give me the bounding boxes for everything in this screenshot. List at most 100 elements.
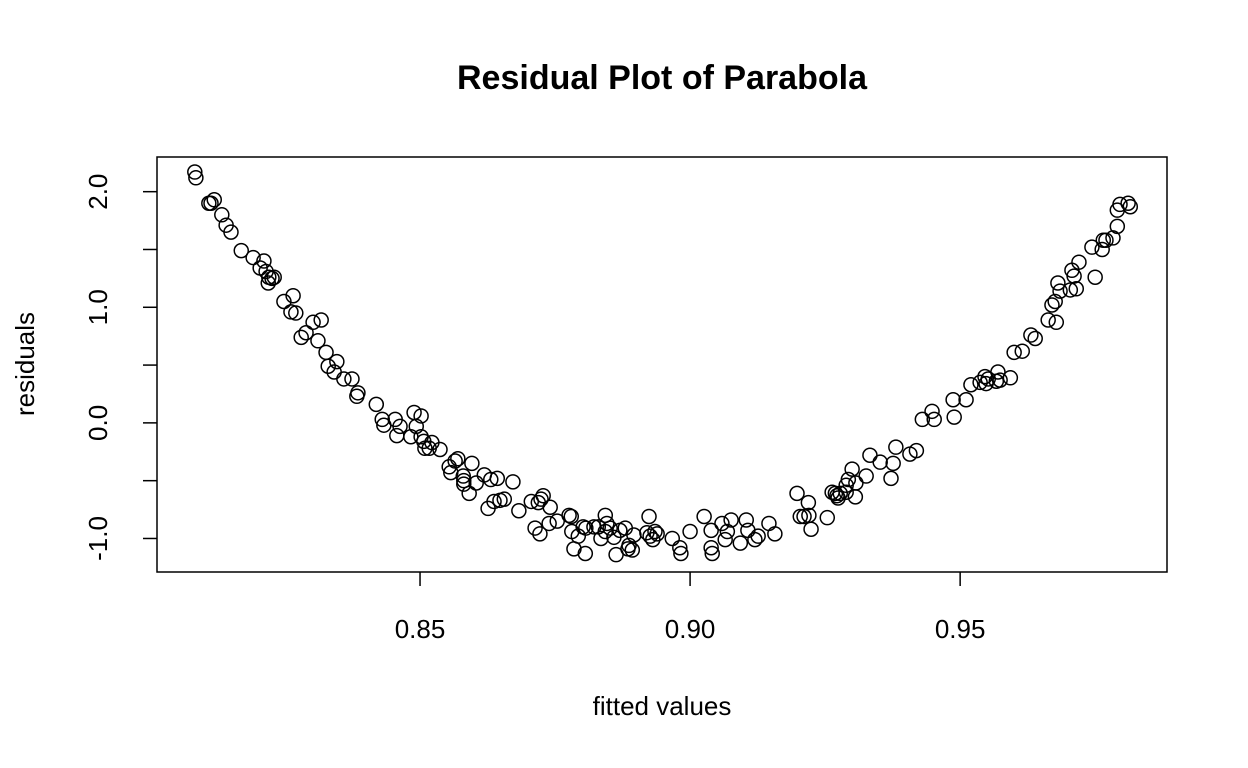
point [486,493,502,510]
point [441,459,457,475]
point [1068,281,1085,297]
point [696,508,712,525]
x-tick-label: 0.90 [665,614,716,644]
y-tick-label: 2.0 [83,174,113,210]
point [532,526,548,542]
point [1014,343,1031,359]
point [914,411,931,428]
point [1047,293,1063,310]
point [1002,370,1019,386]
point [432,441,448,458]
point [389,427,405,444]
point [455,468,471,484]
point [298,324,314,341]
point [844,461,860,477]
point [1050,275,1066,291]
point [885,455,901,472]
point [617,520,634,536]
point [1084,239,1100,255]
point [187,164,203,180]
point [858,468,874,484]
point [408,418,425,435]
point [1120,195,1136,211]
point [732,535,749,551]
point [990,364,1006,380]
point [461,485,477,502]
point [374,411,390,428]
point [704,545,720,562]
point [945,392,961,408]
point [413,408,429,424]
point [283,304,299,320]
point [599,515,615,532]
point [511,502,527,519]
plot-frame [156,156,1168,573]
point [266,269,282,285]
point [245,249,261,266]
point [320,358,336,374]
point [1122,198,1139,215]
point [1027,330,1043,347]
point [542,499,558,516]
point [288,305,304,321]
point [535,487,551,504]
y-tick-label: 0.0 [83,405,113,441]
point [602,520,618,536]
point [260,275,277,291]
point [888,439,904,455]
point [313,312,329,328]
point [456,472,472,489]
point [1066,268,1082,284]
point [714,515,730,532]
point [483,471,499,488]
point [188,170,204,186]
point [285,287,301,304]
point [256,253,272,269]
point [1112,196,1128,213]
point [719,523,736,540]
point [305,314,321,331]
point [1098,232,1114,248]
point [1023,327,1039,343]
point [767,526,783,542]
point [803,521,819,537]
point [1094,241,1110,258]
point [664,530,681,547]
point [578,520,594,536]
point [496,491,513,507]
point [792,508,809,525]
point [464,455,480,472]
point [1048,314,1065,331]
point [740,522,756,539]
point [649,526,665,542]
point [796,508,812,525]
point [832,485,848,502]
point [840,471,857,488]
point [747,531,763,548]
point [456,476,472,492]
point [447,453,463,469]
point [450,450,466,467]
point [527,520,543,536]
point [1087,269,1103,285]
point [203,195,219,211]
point [1052,283,1068,299]
point [926,411,942,428]
point [992,372,1008,388]
point [800,494,817,511]
point [1040,312,1056,328]
point [819,509,836,526]
point [703,539,719,556]
point [946,409,962,425]
point [489,470,506,487]
point [672,539,688,556]
point [276,293,292,310]
point [350,385,366,401]
point [1109,218,1126,235]
point [924,403,940,420]
point [326,364,342,380]
chart-title: Residual Plot of Parabola [457,59,868,97]
point [682,523,698,540]
